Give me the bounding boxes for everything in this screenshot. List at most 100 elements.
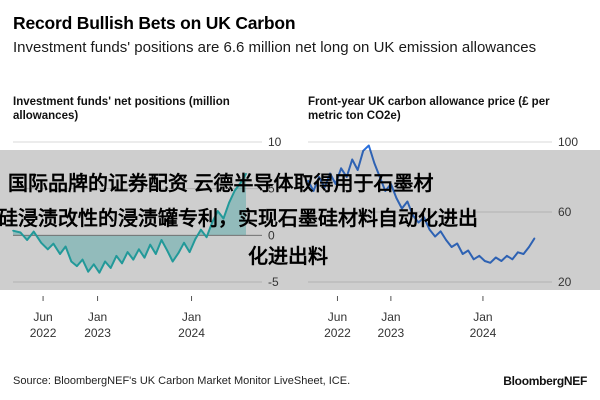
right-y-tick-label: 60 bbox=[558, 205, 572, 219]
right-chart-title: Front-year UK carbon allowance price (£ … bbox=[308, 96, 550, 122]
right-data-point bbox=[334, 183, 337, 185]
right-data-point bbox=[406, 200, 409, 203]
right-data-point bbox=[450, 246, 453, 248]
right-data-point bbox=[323, 186, 326, 189]
right-data-point bbox=[467, 249, 470, 252]
left-data-point bbox=[12, 229, 14, 232]
right-data-point bbox=[329, 172, 331, 175]
left-data-point bbox=[64, 245, 67, 248]
right-data-point bbox=[401, 207, 403, 210]
right-data-point bbox=[390, 183, 392, 185]
left-data-point bbox=[160, 239, 163, 241]
left-data-point bbox=[138, 248, 140, 251]
right-data-point bbox=[511, 258, 514, 261]
left-data-point bbox=[46, 248, 49, 251]
left-data-point bbox=[115, 255, 118, 257]
right-x-tick-year: 2024 bbox=[470, 326, 497, 340]
right-data-point bbox=[362, 149, 365, 152]
left-data-point bbox=[40, 242, 42, 244]
left-chart-title: Investment funds' net positions (million… bbox=[13, 96, 230, 122]
right-data-point bbox=[472, 258, 475, 261]
right-data-point bbox=[445, 239, 447, 241]
left-data-point bbox=[183, 242, 185, 244]
left-y-tick-label: 5 bbox=[268, 182, 275, 196]
left-data-point bbox=[205, 236, 208, 238]
right-y-tick-label: 100 bbox=[558, 135, 578, 149]
left-data-point bbox=[217, 210, 219, 212]
left-x-tick-month: Jan bbox=[182, 310, 201, 324]
right-data-point bbox=[506, 254, 508, 257]
right-data-point bbox=[456, 242, 458, 245]
left-data-point bbox=[121, 262, 123, 265]
left-data-point bbox=[200, 228, 202, 231]
left-data-point bbox=[104, 260, 106, 263]
left-data-point bbox=[52, 242, 55, 245]
left-data-point bbox=[155, 253, 157, 255]
left-data-point bbox=[228, 201, 230, 204]
right-data-point bbox=[379, 176, 381, 178]
right-series-line bbox=[307, 144, 536, 264]
right-y-tick-label: 20 bbox=[558, 275, 572, 289]
left-y-tick-label: -5 bbox=[268, 275, 279, 289]
right-data-point bbox=[412, 214, 414, 217]
left-data-point bbox=[211, 221, 213, 224]
right-data-point bbox=[533, 237, 536, 240]
right-data-point bbox=[312, 190, 315, 192]
left-data-point bbox=[32, 230, 35, 233]
left-data-point bbox=[245, 172, 247, 175]
left-data-point bbox=[70, 260, 73, 263]
left-data-point bbox=[149, 243, 151, 246]
left-data-point bbox=[26, 239, 28, 241]
left-data-point bbox=[233, 189, 236, 192]
left-y-tick-label: 0 bbox=[268, 228, 275, 242]
left-data-point bbox=[76, 265, 78, 267]
right-x-tick-month: Jan bbox=[381, 310, 400, 324]
right-data-point bbox=[356, 169, 359, 171]
left-data-point bbox=[93, 263, 95, 266]
left-data-point bbox=[222, 217, 225, 220]
right-x-tick-year: 2023 bbox=[378, 326, 405, 340]
right-data-point bbox=[528, 246, 530, 248]
right-data-point bbox=[461, 253, 464, 255]
right-data-point bbox=[439, 230, 442, 233]
subhead: Investment funds' positions are 6.6 mill… bbox=[13, 39, 537, 56]
left-data-point bbox=[98, 271, 101, 274]
right-data-point bbox=[367, 144, 370, 147]
left-data-point bbox=[194, 238, 197, 240]
left-x-tick-year: 2024 bbox=[178, 326, 205, 340]
overlay-band bbox=[0, 150, 600, 290]
left-x-tick-year: 2022 bbox=[30, 326, 57, 340]
left-data-point bbox=[143, 256, 146, 259]
right-data-point bbox=[307, 179, 309, 182]
left-x-tick-year: 2023 bbox=[84, 326, 111, 340]
left-data-point bbox=[239, 182, 242, 184]
left-data-point bbox=[109, 267, 112, 269]
overlay-text-line-3: 化进出料 bbox=[248, 246, 328, 268]
right-data-point bbox=[489, 261, 492, 264]
left-x-tick-month: Jun bbox=[33, 310, 52, 324]
right-data-point bbox=[423, 216, 425, 219]
right-data-point bbox=[395, 197, 398, 199]
left-x-tick-month: Jan bbox=[88, 310, 107, 324]
source-note: Source: BloombergNEF's UK Carbon Market … bbox=[13, 375, 351, 387]
overlay-text-line-2: 硅浸渍改性的浸渍罐专利，实现石墨硅材料自动化进出 bbox=[0, 208, 478, 230]
left-data-point bbox=[19, 231, 22, 234]
left-data-point bbox=[166, 249, 168, 252]
right-x-tick-month: Jun bbox=[328, 310, 347, 324]
headline: Record Bullish Bets on UK Carbon bbox=[13, 13, 296, 33]
left-data-point bbox=[59, 253, 61, 255]
right-data-point bbox=[500, 260, 503, 262]
right-x-tick-month: Jan bbox=[473, 310, 492, 324]
right-data-point bbox=[483, 260, 486, 262]
left-data-point bbox=[171, 260, 174, 263]
right-x-tick-year: 2022 bbox=[324, 326, 351, 340]
right-data-point bbox=[428, 228, 431, 231]
brand-logo: BloombergNEF bbox=[503, 374, 587, 388]
overlay-text-line-1: 国际品牌的证券配资 云德半导体取得用于石墨材 bbox=[8, 173, 434, 195]
right-data-point bbox=[417, 221, 420, 224]
left-data-point bbox=[188, 251, 191, 253]
right-data-point bbox=[522, 253, 525, 255]
left-data-point bbox=[177, 252, 180, 254]
right-data-point bbox=[318, 176, 320, 178]
